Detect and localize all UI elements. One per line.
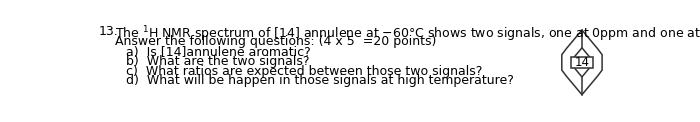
- Text: c)  What ratios are expected between those two signals?: c) What ratios are expected between thos…: [126, 65, 482, 78]
- Text: The ${}^1$H NMR spectrum of [14] annulene at $-$60$\degree$C shows two signals, : The ${}^1$H NMR spectrum of [14] annulen…: [116, 25, 700, 44]
- Text: d)  What will be happen in those signals at high temperature?: d) What will be happen in those signals …: [126, 74, 514, 87]
- Text: Answer the following questions: (4 x 5  =20 points): Answer the following questions: (4 x 5 =…: [116, 35, 437, 48]
- Text: 13.: 13.: [98, 25, 118, 38]
- Text: 14: 14: [575, 56, 589, 69]
- Text: b)  What are the two signals?: b) What are the two signals?: [126, 56, 309, 68]
- Text: a)  Is [14]annulene aromatic?: a) Is [14]annulene aromatic?: [126, 46, 311, 59]
- Bar: [571, 57, 593, 68]
